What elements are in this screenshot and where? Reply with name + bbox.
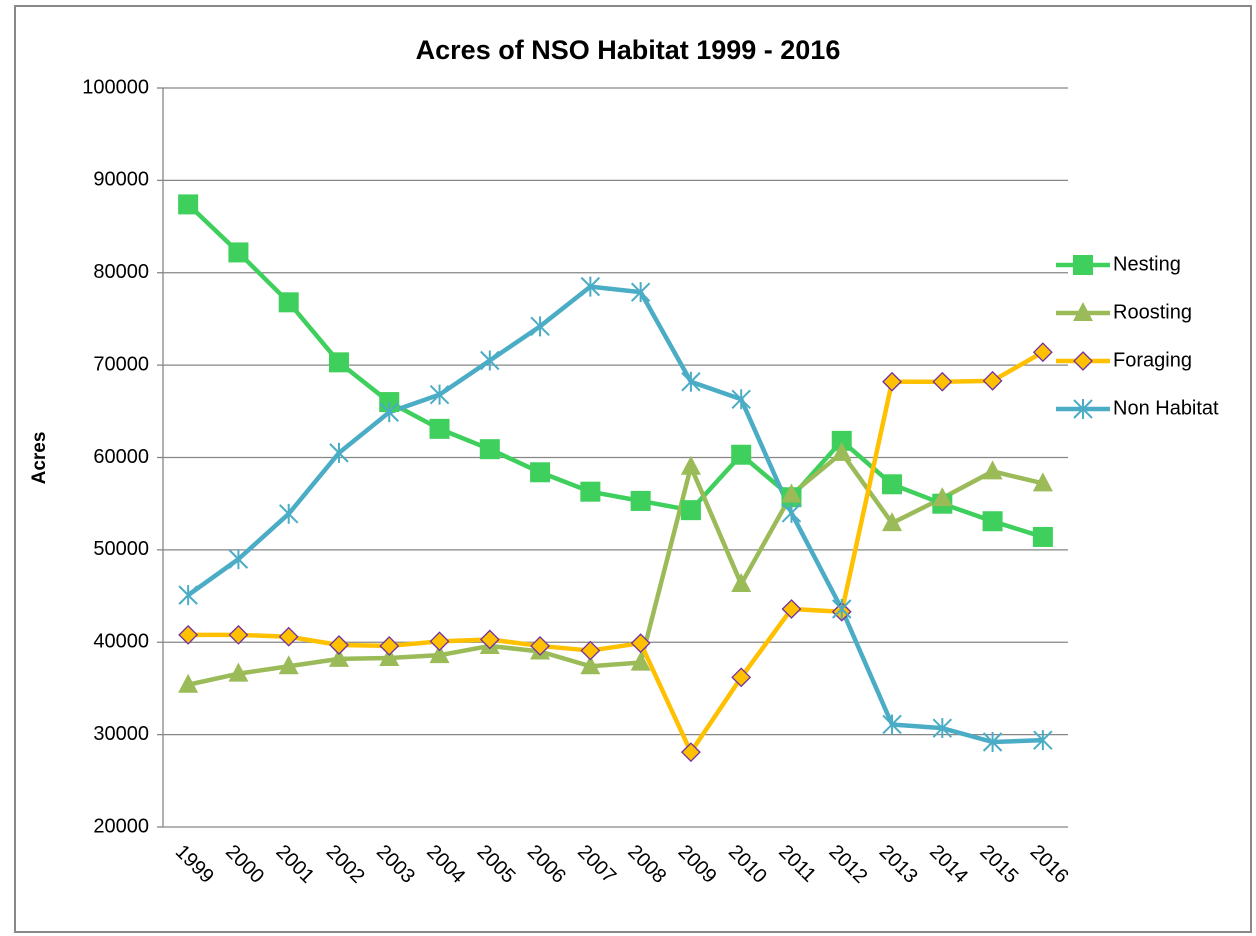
marker xyxy=(932,718,953,739)
marker xyxy=(731,667,752,688)
marker xyxy=(580,640,601,661)
marker xyxy=(479,439,500,460)
marker xyxy=(832,598,852,619)
marker xyxy=(1032,526,1053,547)
legend-label: Non Habitat xyxy=(1113,397,1219,419)
marker xyxy=(228,242,249,263)
marker xyxy=(278,626,299,647)
marker xyxy=(1073,399,1093,419)
legend-label: Nesting xyxy=(1113,253,1181,275)
marker xyxy=(228,624,249,645)
marker xyxy=(681,371,701,392)
marker xyxy=(530,636,551,656)
y-axis-title: Acres xyxy=(29,432,50,485)
marker xyxy=(580,276,601,297)
marker xyxy=(379,402,399,423)
y-tick-label: 90000 xyxy=(93,169,149,191)
marker xyxy=(882,371,902,392)
marker xyxy=(731,444,752,465)
marker xyxy=(379,636,400,656)
marker xyxy=(630,633,651,654)
marker xyxy=(479,629,500,650)
marker xyxy=(329,442,349,463)
marker xyxy=(228,549,249,570)
y-tick-label: 70000 xyxy=(93,353,149,375)
marker xyxy=(580,655,601,675)
marker xyxy=(630,490,651,511)
marker xyxy=(1032,342,1053,363)
marker xyxy=(731,389,751,410)
marker xyxy=(932,487,953,507)
marker xyxy=(178,585,198,606)
y-tick-label: 60000 xyxy=(93,446,149,468)
marker xyxy=(982,460,1003,480)
marker xyxy=(1033,730,1053,751)
marker xyxy=(630,651,651,671)
marker xyxy=(379,646,400,666)
chart-border xyxy=(14,5,1252,933)
y-tick-label: 80000 xyxy=(93,261,149,283)
marker xyxy=(480,350,500,371)
series-line xyxy=(187,450,1044,687)
marker xyxy=(329,635,349,655)
marker xyxy=(580,481,601,502)
marker xyxy=(1073,255,1093,275)
marker xyxy=(530,316,550,337)
legend-label: Foraging xyxy=(1113,349,1192,371)
marker xyxy=(178,194,199,215)
marker xyxy=(429,644,450,664)
marker xyxy=(680,742,701,763)
marker xyxy=(982,732,1003,753)
y-tick-label: 50000 xyxy=(93,538,149,560)
marker xyxy=(831,441,852,461)
marker xyxy=(1073,351,1093,371)
series-line xyxy=(186,284,1043,745)
marker xyxy=(680,500,701,521)
marker xyxy=(178,673,199,693)
marker xyxy=(328,647,349,667)
marker xyxy=(429,384,450,405)
marker xyxy=(982,370,1003,391)
chart-title: Acres of NSO Habitat 1999 - 2016 xyxy=(416,35,841,65)
marker xyxy=(781,483,802,503)
marker xyxy=(228,662,249,682)
marker xyxy=(781,599,802,619)
marker xyxy=(1032,472,1053,492)
marker xyxy=(731,573,752,593)
marker xyxy=(781,502,802,523)
marker xyxy=(882,714,902,735)
marker xyxy=(328,352,349,373)
marker xyxy=(831,430,852,451)
marker xyxy=(429,418,450,439)
marker xyxy=(429,631,450,652)
y-tick-label: 20000 xyxy=(93,815,149,837)
y-tick-label: 40000 xyxy=(93,631,149,653)
y-tick-label: 100000 xyxy=(82,76,149,98)
marker xyxy=(278,503,299,524)
y-tick-label: 30000 xyxy=(93,723,149,745)
marker xyxy=(882,474,903,495)
marker xyxy=(278,292,299,313)
marker xyxy=(530,462,551,483)
legend-label: Roosting xyxy=(1113,301,1192,323)
marker xyxy=(932,371,953,392)
marker xyxy=(982,511,1003,532)
marker xyxy=(178,624,199,645)
marker xyxy=(278,655,299,675)
marker xyxy=(882,512,903,532)
marker xyxy=(630,282,651,303)
marker xyxy=(680,455,701,475)
marker xyxy=(1073,302,1093,321)
